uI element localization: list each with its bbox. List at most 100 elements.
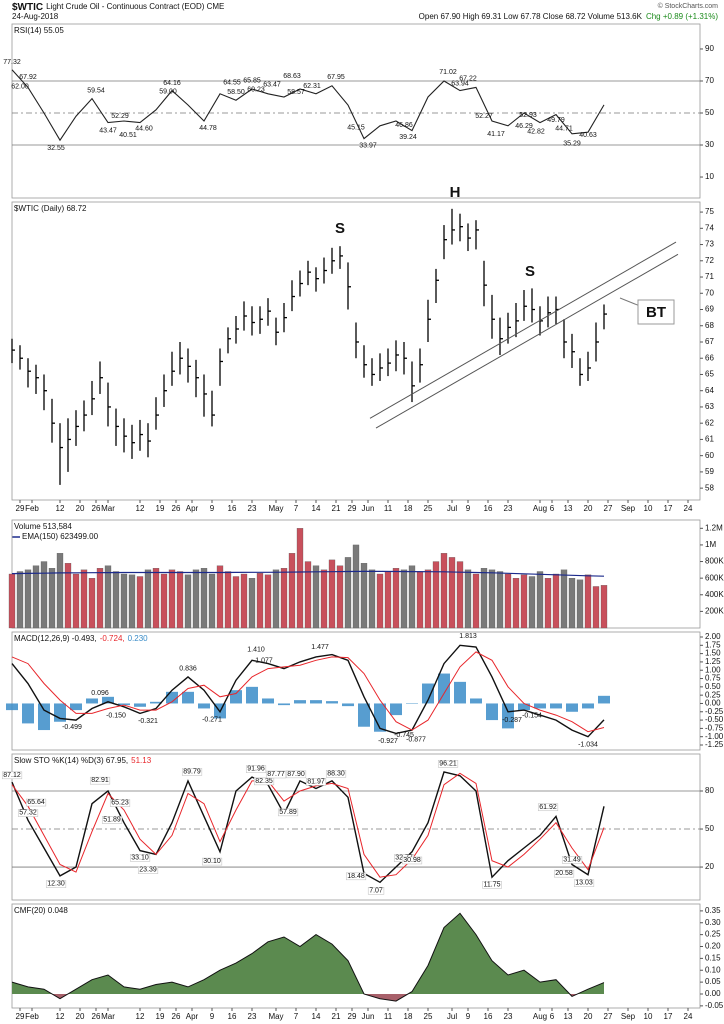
x-tick-label: 20	[584, 504, 593, 513]
x-tick-label: 12	[56, 504, 65, 513]
y-tick-label: 0.50	[705, 682, 721, 691]
line-series	[11, 69, 605, 142]
x-tick-label: 29	[16, 1012, 25, 1021]
y-tick-label: -0.50	[705, 715, 724, 724]
line-series	[11, 772, 605, 878]
x-tick-label: 12	[136, 1012, 145, 1021]
x-tick-label: 26	[172, 1012, 181, 1021]
histogram-bar	[118, 703, 130, 706]
volume-bar	[56, 553, 64, 629]
value-label: -0.271	[202, 716, 222, 723]
label-box	[201, 857, 223, 866]
x-tick-label: 21	[332, 1012, 341, 1021]
x-tick-label: Jun	[362, 504, 375, 513]
value-label: 57.89	[279, 809, 297, 816]
y-tick-label: 70	[705, 76, 714, 85]
volume-bar	[160, 573, 168, 629]
value-label: 46.86	[395, 122, 413, 129]
histogram-bar	[406, 703, 418, 704]
y-tick-label: 600K	[705, 573, 724, 582]
value-label: 1.077	[255, 658, 273, 665]
y-tick-label: 20	[705, 862, 714, 871]
histogram-bar	[502, 703, 514, 729]
y-tick-label: 60	[705, 451, 714, 460]
x-tick-label: 23	[504, 504, 513, 513]
value-label: 59.00	[159, 88, 177, 95]
x-tick-label: 10	[644, 1012, 653, 1021]
x-tick-label: Jul	[447, 504, 457, 513]
area-fill	[12, 913, 604, 994]
value-label: 87.12	[3, 772, 21, 779]
label-box	[325, 770, 347, 778]
value-label: 62.31	[303, 83, 321, 90]
pattern-label: S	[525, 263, 535, 280]
y-tick-label: 0.30	[705, 918, 721, 927]
histogram-bar	[374, 703, 386, 732]
title-part: 51.13	[131, 756, 152, 765]
value-label: 58.50	[227, 89, 245, 96]
volume-bar	[320, 569, 328, 629]
x-tick-label: 9	[466, 504, 471, 513]
label-box	[305, 778, 327, 786]
volume-bar	[360, 563, 368, 629]
label-box	[367, 887, 385, 895]
title-part: -0.724,	[100, 634, 125, 643]
value-label: 23.39	[139, 867, 157, 874]
y-tick-label: 63	[705, 402, 714, 411]
volume-bar	[400, 569, 408, 629]
volume-bar	[80, 569, 88, 629]
volume-bar	[104, 565, 112, 629]
value-label: 40.51	[119, 132, 137, 139]
value-label: 62.00	[11, 84, 29, 91]
callout-label: BT	[646, 304, 666, 321]
volume-bar	[96, 568, 104, 629]
label-box	[345, 872, 367, 881]
x-tick-label: Jun	[362, 1012, 375, 1021]
value-label: -0.927	[378, 738, 398, 745]
y-tick-label: 50	[705, 108, 714, 117]
value-label: -0.150	[106, 712, 126, 719]
value-label: 60.23	[247, 86, 265, 93]
line-series	[11, 651, 605, 733]
volume-bar	[456, 561, 464, 629]
x-tick-label: 14	[312, 504, 321, 513]
label-box	[561, 856, 583, 864]
x-tick-label: Feb	[25, 1012, 39, 1021]
label-box	[101, 816, 123, 824]
x-tick-label: 16	[484, 504, 493, 513]
x-tick-label: 11	[384, 504, 393, 513]
x-tick-label: 25	[424, 504, 433, 513]
volume-bar	[88, 578, 96, 629]
x-tick-label: 11	[384, 1012, 393, 1021]
histogram-bar	[550, 703, 562, 709]
y-tick-label: 0.35	[705, 906, 721, 915]
histogram-bar	[422, 683, 434, 704]
value-label: 39.24	[399, 134, 417, 141]
volume-bar	[376, 573, 384, 629]
x-tick-label: 19	[156, 504, 165, 513]
label-box	[181, 768, 203, 776]
x-tick-label: 24	[684, 1012, 693, 1021]
value-label: 65.85	[243, 77, 261, 84]
legend-label: EMA(150) 623499.00	[22, 532, 99, 541]
y-tick-label: 1M	[705, 540, 716, 549]
value-label: 52.29	[111, 113, 129, 120]
volume-bar	[552, 573, 560, 629]
area-line	[11, 912, 605, 1002]
x-tick-label: 27	[604, 504, 613, 513]
label-box	[245, 765, 267, 773]
volume-bar	[432, 561, 440, 629]
volume-bar	[216, 565, 224, 629]
ema-line	[11, 570, 605, 577]
histogram-bar	[342, 703, 354, 707]
value-label: 67.22	[459, 75, 477, 82]
value-label: 91.96	[247, 766, 265, 773]
volume-bar	[256, 573, 264, 629]
trend-line	[369, 241, 677, 419]
y-tick-label: 65	[705, 370, 714, 379]
x-tick-label: Jul	[447, 1012, 457, 1021]
y-tick-label: 1.50	[705, 649, 721, 658]
header-title: $WTIC Light Crude Oil - Continuous Contra…	[12, 2, 224, 13]
panel-title: Volume 513,584	[14, 522, 72, 531]
